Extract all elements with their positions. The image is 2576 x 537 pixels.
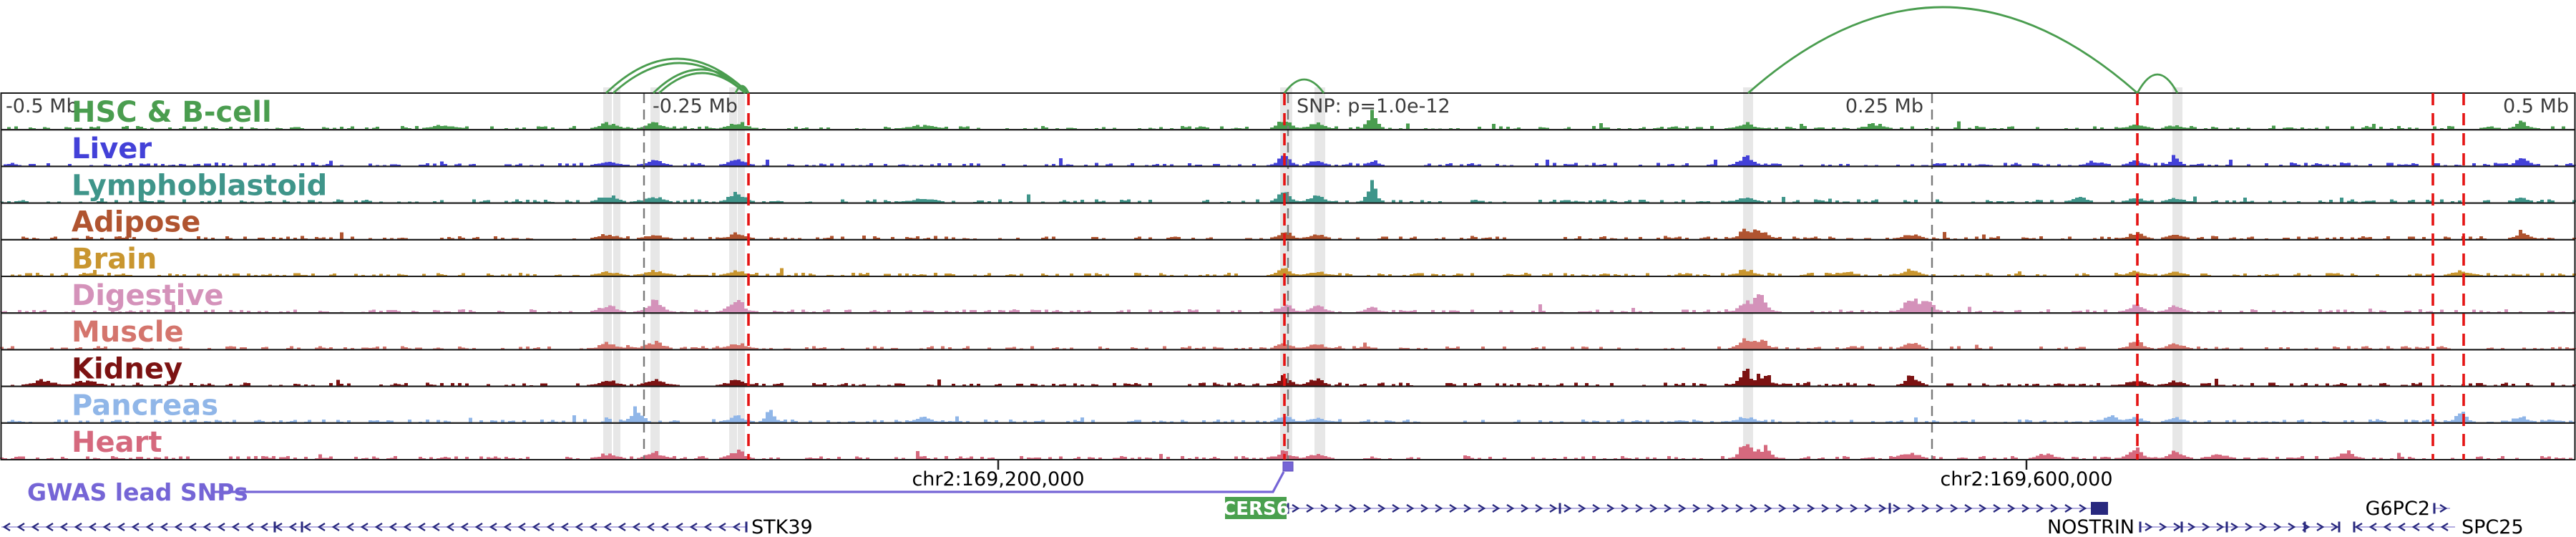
gene-g6pc2: G6PC2 [2366, 498, 2450, 520]
gene-label-nostrin: NOSTRIN [2047, 516, 2135, 537]
gene-exon-tick [301, 521, 303, 533]
track-label-hsc-b-cell: HSC & B-cell [72, 96, 272, 129]
eqtl-lines [747, 93, 2465, 460]
interaction-arc [653, 68, 749, 94]
position-label: chr2:169,600,000 [1940, 468, 2112, 490]
interaction-arc [734, 84, 750, 94]
signal-hsc-b-cell [0, 110, 2576, 130]
interaction-arcs [605, 6, 2179, 95]
track-frames [0, 92, 2576, 460]
gene-track: STK39 CERS6 NOSTRIN G6PC2 SPC25 [1, 497, 2524, 537]
interaction-arc [1283, 78, 1325, 94]
track-label-pancreas: Pancreas [72, 390, 218, 422]
highlight-bands [603, 87, 2182, 460]
axis-tick-label: -0.25 Mb [653, 95, 738, 117]
gene-exon-block [2091, 502, 2108, 515]
gene-exon-tick [273, 521, 276, 533]
gene-exon-tick [2433, 503, 2436, 514]
interaction-arc [658, 72, 746, 95]
gwas-lead-snps-label: GWAS lead SNPs [27, 478, 248, 506]
axis-tick-label: -0.5 Mb [6, 95, 79, 117]
track-label-brain: Brain [72, 243, 157, 276]
gwas-lead-snps: GWAS lead SNPs [27, 461, 1294, 506]
gene-label-box [1225, 497, 1287, 519]
axis-tick-label: 0.25 Mb [1845, 95, 1923, 117]
gene-stk39: STK39 [1, 516, 813, 537]
gene-label-g6pc2: G6PC2 [2366, 498, 2430, 520]
gene-exon-tick [2303, 521, 2306, 533]
gene-label-stk39: STK39 [751, 516, 813, 537]
axis-tick-label: SNP: p=1.0e-12 [1297, 95, 1450, 117]
signal-heart [0, 444, 2576, 459]
gene-label-spc25: SPC25 [2462, 516, 2524, 537]
gene-nostrin: NOSTRIN [2047, 516, 2341, 537]
gene-label-cers6: CERS6 [1222, 498, 1289, 520]
gwas-connector-line [215, 471, 1285, 493]
interaction-arc [2136, 73, 2179, 94]
position-label: chr2:169,200,000 [912, 468, 1084, 490]
gene-exon-tick [2180, 521, 2183, 533]
gene-exon-tick [1888, 503, 1891, 514]
gene-strand-chevrons [1292, 503, 2087, 513]
track-label-liver: Liver [72, 132, 152, 165]
track-label-digestive: Digestive [72, 279, 224, 312]
track-frame [0, 422, 2576, 460]
interaction-arc [1747, 6, 2138, 95]
gene-exon-tick [2139, 521, 2142, 533]
track-label-kidney: Kidney [72, 352, 182, 385]
gene-strand-chevrons [2439, 503, 2448, 513]
gwas-snp-marker [1282, 461, 1294, 472]
track-label-adipose: Adipose [72, 206, 200, 239]
gene-exon-tick [2225, 521, 2228, 533]
gene-exon-tick [1287, 503, 1289, 514]
track-label-lymphoblastoid: Lymphoblastoid [72, 169, 327, 202]
gene-spc25: SPC25 [2353, 516, 2524, 537]
gene-strand-chevrons [2145, 522, 2339, 532]
signal-pancreas [0, 406, 2576, 422]
track-label-heart: Heart [72, 426, 162, 459]
gene-strand-chevrons [2, 522, 741, 532]
signal-brain [0, 268, 2576, 276]
gene-exon-tick [2353, 521, 2356, 533]
track-label-muscle: Muscle [72, 316, 184, 349]
gene-exon-tick [2338, 521, 2341, 533]
gene-exon-tick [745, 521, 748, 533]
gene-cers6: CERS6 [1222, 497, 2108, 520]
axis-tick-labels: -0.5 Mb -0.25 Mb SNP: p=1.0e-12 0.25 Mb 0.5 … [6, 95, 2569, 117]
axis-tick-label: 0.5 Mb [2503, 95, 2569, 117]
gene-strand-chevrons [2354, 522, 2449, 532]
gene-exon-tick [1558, 503, 1561, 514]
position-labels: chr2:169,200,000 chr2:169,600,000 [912, 460, 2113, 490]
